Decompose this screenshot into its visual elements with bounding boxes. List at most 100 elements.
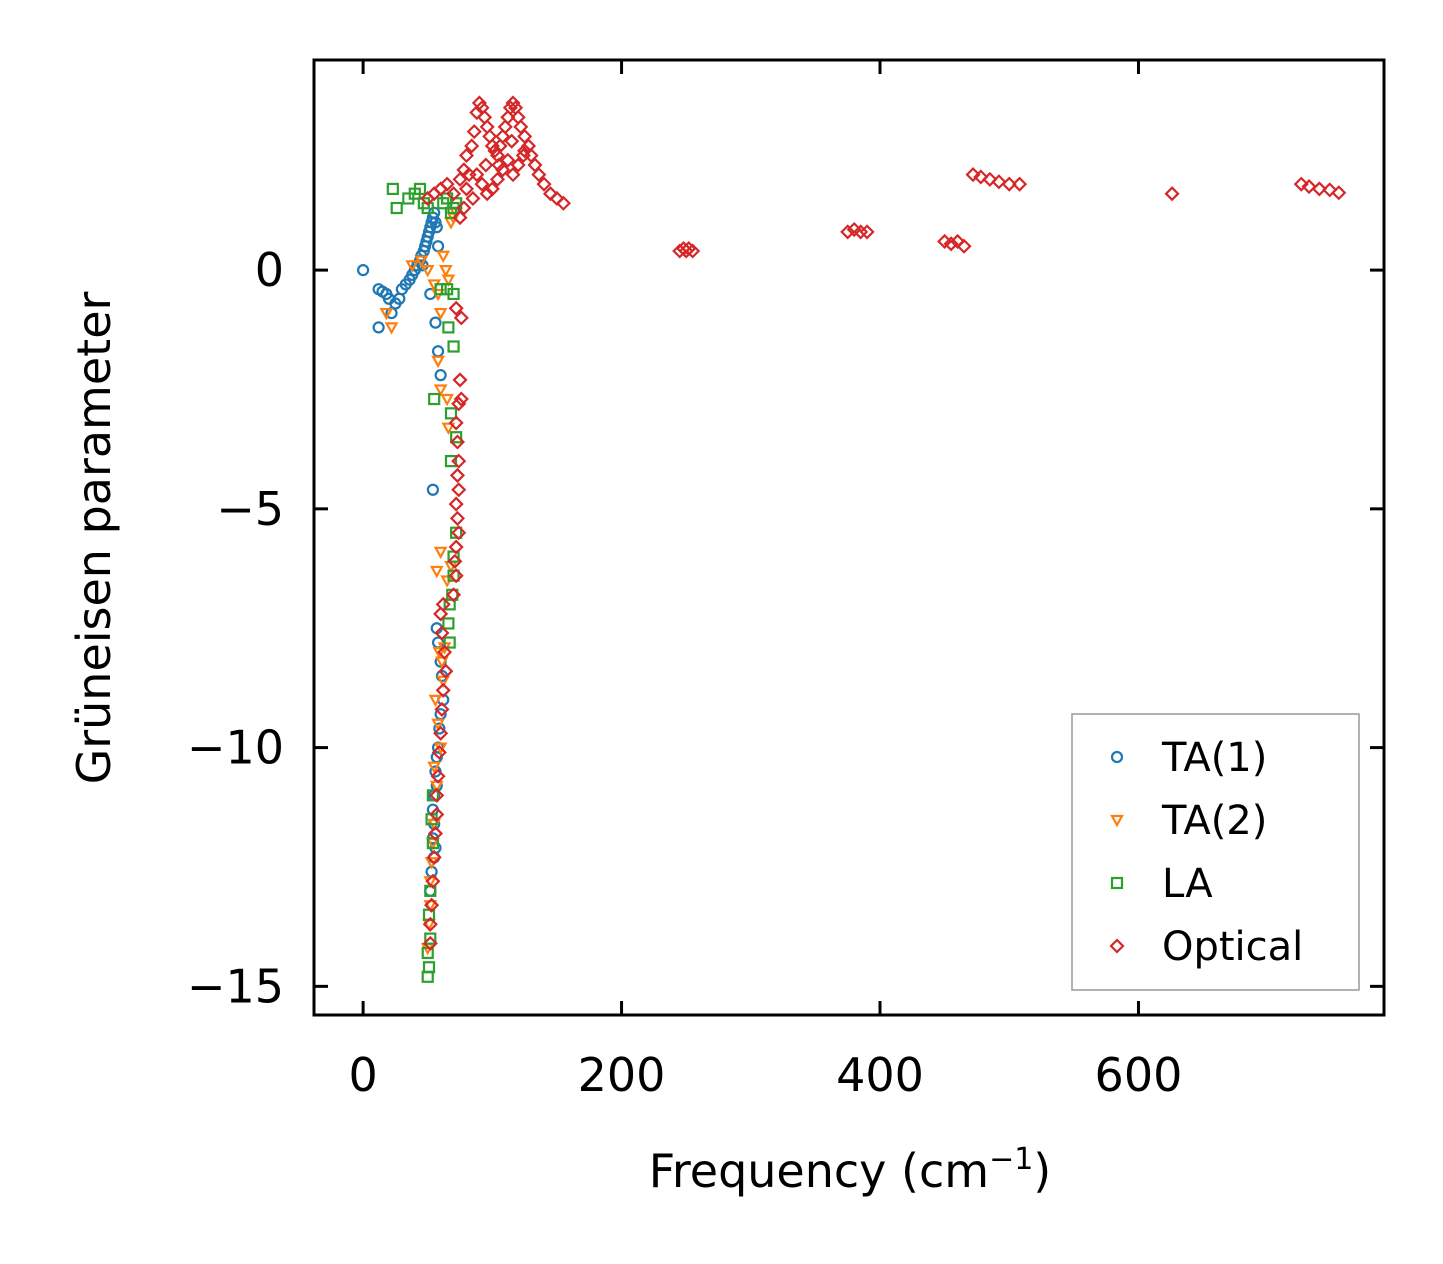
data-point: [424, 932, 437, 945]
data-point: [450, 526, 463, 539]
data-point: [414, 255, 429, 268]
legend-label: Optical: [1162, 924, 1303, 970]
data-point: [495, 128, 511, 144]
data-point: [420, 265, 435, 278]
data-point: [429, 787, 445, 803]
data-point: [447, 569, 460, 582]
data-point: [434, 701, 450, 717]
data-point: [453, 310, 469, 326]
data-point: [491, 157, 507, 173]
y-axis-label: Grüneisen parameter: [67, 291, 121, 784]
data-point: [428, 694, 443, 708]
data-point: [426, 849, 442, 865]
data-point: [433, 606, 449, 622]
data-point: [464, 138, 480, 154]
data-point: [1001, 176, 1017, 192]
data-point: [428, 392, 441, 406]
data-point: [433, 307, 448, 321]
data-point: [446, 587, 462, 603]
data-point: [474, 176, 490, 192]
x-tick-label: 400: [836, 1048, 924, 1102]
data-point: [435, 656, 449, 669]
series-la: [386, 182, 463, 983]
data-point: [1012, 176, 1028, 192]
data-point: [510, 157, 526, 173]
data-point: [451, 396, 467, 412]
y-tick-label: −5: [216, 482, 284, 536]
data-point: [1311, 181, 1327, 197]
data-point: [439, 176, 455, 192]
data-point: [466, 124, 482, 140]
data-point: [436, 675, 451, 689]
data-point: [441, 274, 456, 287]
data-point: [431, 345, 445, 358]
data-point: [517, 143, 533, 159]
data-point: [372, 321, 385, 334]
data-point: [982, 171, 998, 187]
data-point: [434, 283, 447, 296]
data-point: [431, 355, 445, 369]
y-tick-label: 0: [255, 243, 284, 297]
data-point: [449, 510, 465, 526]
plot-frame: [312, 58, 1386, 1017]
data-point: [500, 152, 516, 168]
data-point: [447, 553, 463, 569]
data-point: [452, 372, 468, 388]
data-point: [443, 598, 456, 611]
data-point: [973, 169, 989, 185]
data-point: [433, 384, 448, 397]
data-point: [429, 806, 445, 823]
x-axis-label: Frequency (cm−1): [649, 1142, 1052, 1198]
axis-ticks: [314, 60, 1384, 1015]
data-points: [357, 95, 1347, 983]
data-point: [469, 104, 485, 121]
data-point: [1331, 185, 1347, 201]
data-point: [943, 236, 959, 252]
legend-label: TA(2): [1161, 798, 1267, 844]
data-point: [495, 162, 511, 178]
data-point: [549, 190, 565, 207]
data-point: [1301, 178, 1317, 195]
data-point: [542, 186, 559, 202]
data-point: [435, 682, 451, 698]
legend-marker: [1109, 938, 1125, 954]
data-point: [991, 174, 1007, 190]
data-point: [447, 287, 460, 301]
data-point: [430, 768, 446, 784]
legend-label: TA(1): [1161, 735, 1267, 781]
data-point: [436, 250, 451, 264]
data-point: [421, 970, 434, 983]
data-point: [432, 646, 447, 660]
data-point: [429, 565, 444, 579]
data-point: [500, 109, 516, 125]
data-point: [465, 190, 481, 207]
data-point: [448, 496, 464, 512]
data-point: [431, 240, 445, 253]
data-point: [433, 725, 449, 741]
data-point: [384, 322, 399, 335]
data-point: [1293, 176, 1309, 192]
data-point: [555, 195, 571, 211]
data-point: [859, 224, 875, 240]
legend: TA(1) TA(2) LA Optical: [1071, 713, 1360, 991]
data-point: [448, 300, 464, 316]
data-point: [430, 221, 443, 234]
x-tick-label: 200: [578, 1048, 666, 1102]
data-point: [379, 307, 394, 321]
data-point: [458, 147, 475, 164]
data-point: [433, 722, 446, 735]
x-tick-label: 0: [348, 1048, 377, 1102]
data-point: [443, 636, 456, 649]
data-point: [426, 789, 439, 802]
data-point: [449, 434, 465, 450]
data-point: [497, 119, 513, 135]
data-point: [424, 897, 440, 913]
data-point: [441, 422, 456, 435]
data-point: [448, 415, 464, 431]
data-point: [478, 157, 494, 173]
y-tick-label: −15: [187, 959, 284, 1013]
data-point: [444, 455, 458, 468]
data-point: [479, 186, 495, 202]
data-point: [436, 644, 453, 660]
